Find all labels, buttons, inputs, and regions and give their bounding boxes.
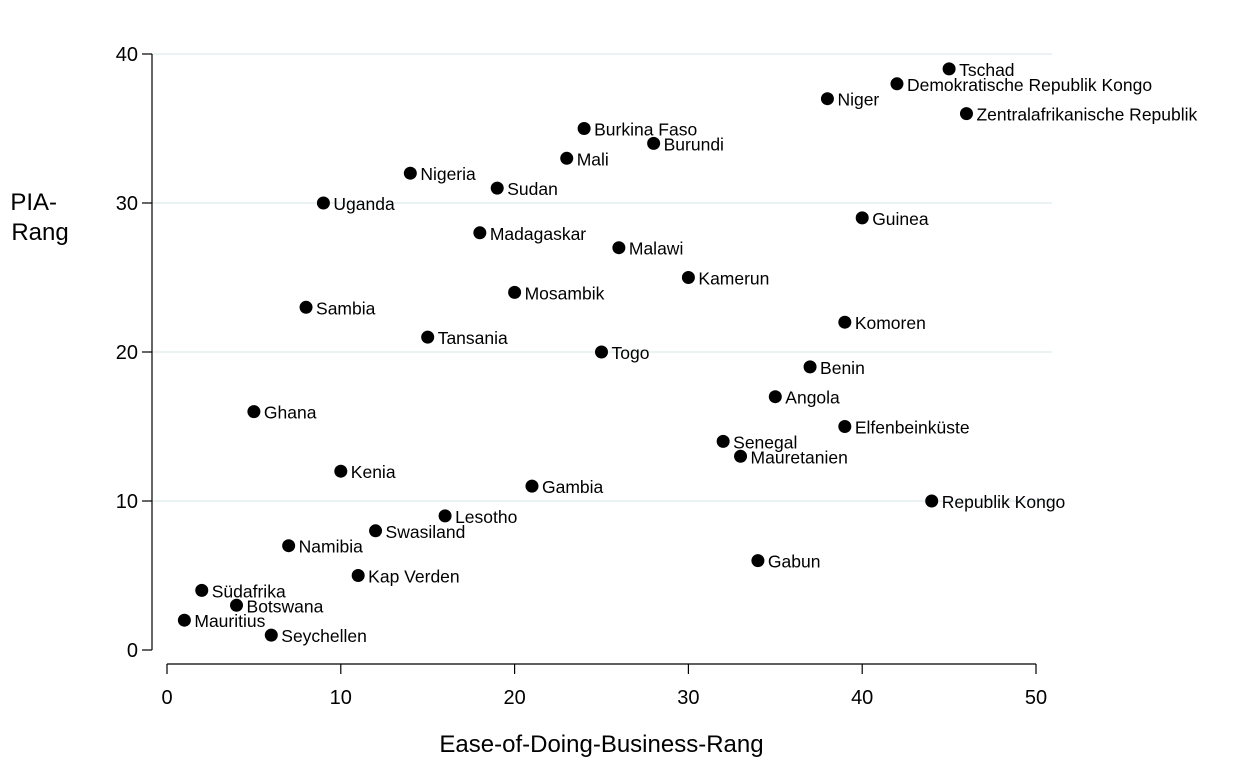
data-point-nigeria [403, 166, 417, 180]
data-point-seychellen [264, 628, 278, 642]
data-point-guinea [855, 211, 869, 225]
data-points [177, 62, 973, 642]
data-point-namibia [282, 539, 296, 553]
point-label-angola: Angola [785, 388, 840, 408]
point-label-ghana: Ghana [264, 403, 317, 423]
data-point-mauritius [177, 613, 191, 627]
data-point-burundi [647, 136, 661, 150]
point-label-mauretanien: Mauretanien [751, 447, 848, 467]
y-tick-label-40: 40 [116, 44, 138, 66]
point-label-swasiland: Swasiland [386, 522, 466, 542]
point-label-elfenbeink-ste: Elfenbeinküste [855, 418, 970, 438]
point-label-mauritius: Mauritius [194, 611, 265, 631]
data-point-gabun [751, 554, 765, 568]
data-point-niger [820, 92, 834, 106]
point-label-uganda: Uganda [333, 194, 395, 214]
y-axis-title-line-1: PIA- [10, 189, 57, 216]
data-point-uganda [316, 196, 330, 210]
point-label-gambia: Gambia [542, 477, 604, 497]
x-axis-title: Ease-of-Doing-Business-Rang [439, 731, 763, 758]
point-label-mali: Mali [577, 149, 609, 169]
y-tick-label-0: 0 [127, 640, 138, 662]
point-label-namibia: Namibia [299, 537, 363, 557]
point-label-demokratische-republik-kongo: Demokratische Republik Kongo [907, 75, 1152, 95]
data-point-mosambik [508, 285, 522, 299]
point-label-nigeria: Nigeria [420, 164, 476, 184]
point-label-togo: Togo [612, 343, 650, 363]
point-label-botswana: Botswana [247, 596, 324, 616]
data-point-tansania [421, 330, 435, 344]
data-point-benin [803, 360, 817, 374]
point-label-burkina-faso: Burkina Faso [594, 120, 697, 140]
point-label-madagaskar: Madagaskar [490, 224, 586, 244]
point-label-komoren: Komoren [855, 313, 926, 333]
point-label-burundi: Burundi [664, 134, 724, 154]
y-tick-label-20: 20 [116, 342, 138, 364]
data-point-senegal [716, 434, 730, 448]
data-point-s-dafrika [195, 583, 209, 597]
data-point-komoren [838, 315, 852, 329]
y-tick-label-30: 30 [116, 193, 138, 215]
x-tick-label-0: 0 [161, 687, 172, 709]
point-label-sambia: Sambia [316, 298, 376, 318]
point-label-lesotho: Lesotho [455, 507, 517, 527]
data-point-kenia [334, 464, 348, 478]
data-point-ghana [247, 405, 261, 419]
point-label-benin: Benin [820, 358, 865, 378]
data-point-swasiland [369, 524, 383, 538]
data-point-zentralafrikanische-republik [959, 107, 973, 121]
point-label-tansania: Tansania [438, 328, 508, 348]
data-point-togo [595, 345, 608, 359]
x-tick-label-20: 20 [503, 687, 525, 709]
x-tick-label-50: 50 [1025, 687, 1047, 709]
y-axis-ticks: 0 10 20 30 40 [116, 44, 152, 662]
point-label-kamerun: Kamerun [698, 269, 769, 289]
data-point-malawi [612, 241, 626, 255]
data-point-mauretanien [734, 449, 748, 463]
data-point-kamerun [681, 271, 695, 284]
point-label-malawi: Malawi [629, 239, 683, 259]
y-axis-title: PIA- Rang [10, 189, 68, 246]
x-tick-label-10: 10 [330, 687, 352, 709]
point-label-sudan: Sudan [507, 179, 558, 199]
x-axis-ticks: 0 10 20 30 40 50 [161, 664, 1047, 709]
point-label-s-dafrika: Südafrika [212, 581, 286, 601]
point-label-kap-verden: Kap Verden [368, 567, 459, 587]
data-point-burkina-faso [577, 122, 591, 135]
data-point-gambia [525, 479, 539, 493]
x-tick-label-30: 30 [677, 687, 699, 709]
data-point-republik-kongo [925, 494, 939, 508]
point-label-tschad: Tschad [959, 60, 1014, 80]
data-point-mali [560, 151, 574, 165]
data-point-madagaskar [473, 226, 487, 240]
y-axis-title-line-2: Rang [11, 219, 68, 246]
point-label-gabun: Gabun [768, 552, 821, 572]
data-point-sambia [299, 300, 313, 314]
y-tick-label-10: 10 [116, 491, 138, 513]
data-point-angola [768, 390, 782, 404]
point-label-kenia: Kenia [351, 462, 396, 482]
point-label-senegal: Senegal [733, 432, 797, 452]
data-point-botswana [230, 598, 244, 612]
point-label-mosambik: Mosambik [525, 283, 605, 303]
x-tick-label-40: 40 [851, 687, 873, 709]
point-label-zentralafrikanische-republik: Zentralafrikanische Republik [976, 105, 1197, 125]
point-label-republik-kongo: Republik Kongo [942, 492, 1066, 512]
data-point-kap-verden [351, 569, 365, 582]
data-point-elfenbeink-ste [838, 420, 852, 433]
data-point-lesotho [438, 509, 452, 523]
point-label-niger: Niger [837, 90, 879, 110]
data-point-sudan [490, 181, 504, 195]
point-label-guinea: Guinea [872, 209, 929, 229]
data-point-tschad [942, 62, 956, 76]
data-point-demokratische-republik-kongo [890, 77, 904, 91]
point-label-seychellen: Seychellen [281, 626, 367, 646]
